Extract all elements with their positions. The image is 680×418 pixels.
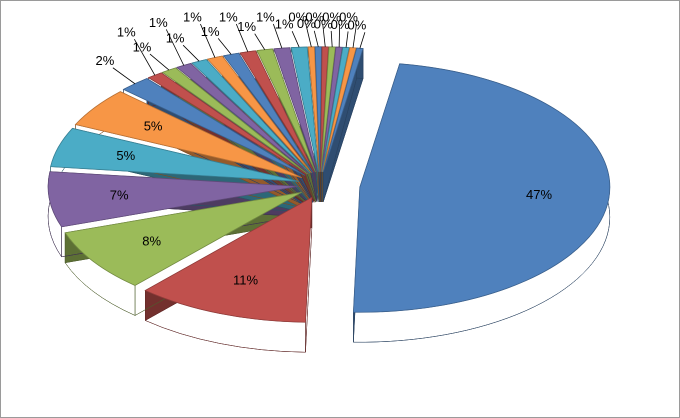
slice	[122, 78, 306, 176]
data-label: 1%	[275, 17, 294, 32]
data-label: 5%	[116, 148, 135, 163]
data-label: 0%	[347, 18, 366, 33]
data-label: 1%	[166, 31, 185, 46]
leader-line	[305, 23, 312, 47]
data-label: 2%	[95, 53, 114, 68]
slice	[322, 47, 364, 173]
data-labels: 47%11%8%7%5%5%2%1%1%1%1%1%1%1%1%1% 1%0%0%…	[95, 9, 552, 287]
slice	[191, 59, 311, 174]
data-label: 8%	[142, 233, 161, 248]
leader-line	[291, 31, 300, 48]
data-label: 7%	[110, 187, 129, 202]
slice	[161, 67, 309, 175]
data-label: 0%	[331, 17, 350, 32]
leader-line	[352, 23, 357, 48]
data-label: 5%	[144, 118, 163, 133]
slice	[144, 196, 313, 323]
data-label: 1%	[133, 39, 152, 54]
data-label: 11%	[233, 272, 258, 287]
slice	[50, 127, 299, 182]
slice	[74, 91, 302, 178]
data-label: 0%	[314, 16, 333, 31]
data-label: 1%	[237, 19, 256, 34]
slice	[64, 191, 302, 286]
slice	[256, 48, 316, 173]
leader-line	[200, 23, 216, 58]
leader-line	[359, 32, 366, 49]
slice	[352, 63, 611, 313]
leader-line	[313, 30, 319, 47]
data-label: 0%	[305, 9, 324, 24]
slice	[222, 52, 314, 173]
data-label: 1%	[149, 15, 168, 30]
data-label: 0%	[297, 16, 316, 31]
data-label: 1%	[256, 9, 275, 24]
slice	[47, 171, 299, 228]
data-label: 1%	[117, 25, 136, 40]
leader-line	[272, 23, 283, 49]
leader-line	[133, 39, 156, 76]
leader-line	[235, 23, 249, 52]
leader-line	[322, 23, 326, 47]
data-label: 0%	[322, 9, 341, 24]
leader-line	[182, 44, 200, 62]
data-label: 0%	[339, 9, 358, 24]
data-label: 1%	[183, 9, 202, 24]
slice-side	[322, 47, 364, 203]
slice	[147, 72, 307, 175]
leader-line	[165, 29, 185, 66]
leader-line	[338, 23, 341, 48]
data-label: 47%	[526, 187, 552, 202]
data-label: 1%	[201, 24, 220, 39]
leader-line	[149, 53, 170, 71]
data-label: 1%	[219, 9, 238, 24]
data-label: 0%	[288, 9, 307, 24]
leader-line	[345, 31, 349, 48]
leader-line	[217, 38, 232, 55]
leader-line	[254, 33, 266, 50]
slice	[322, 47, 357, 173]
leader-line	[112, 67, 136, 85]
slice-tops	[47, 46, 611, 323]
slice	[320, 46, 336, 172]
leader-line	[330, 30, 333, 47]
slice	[314, 46, 322, 172]
slice	[307, 46, 320, 172]
